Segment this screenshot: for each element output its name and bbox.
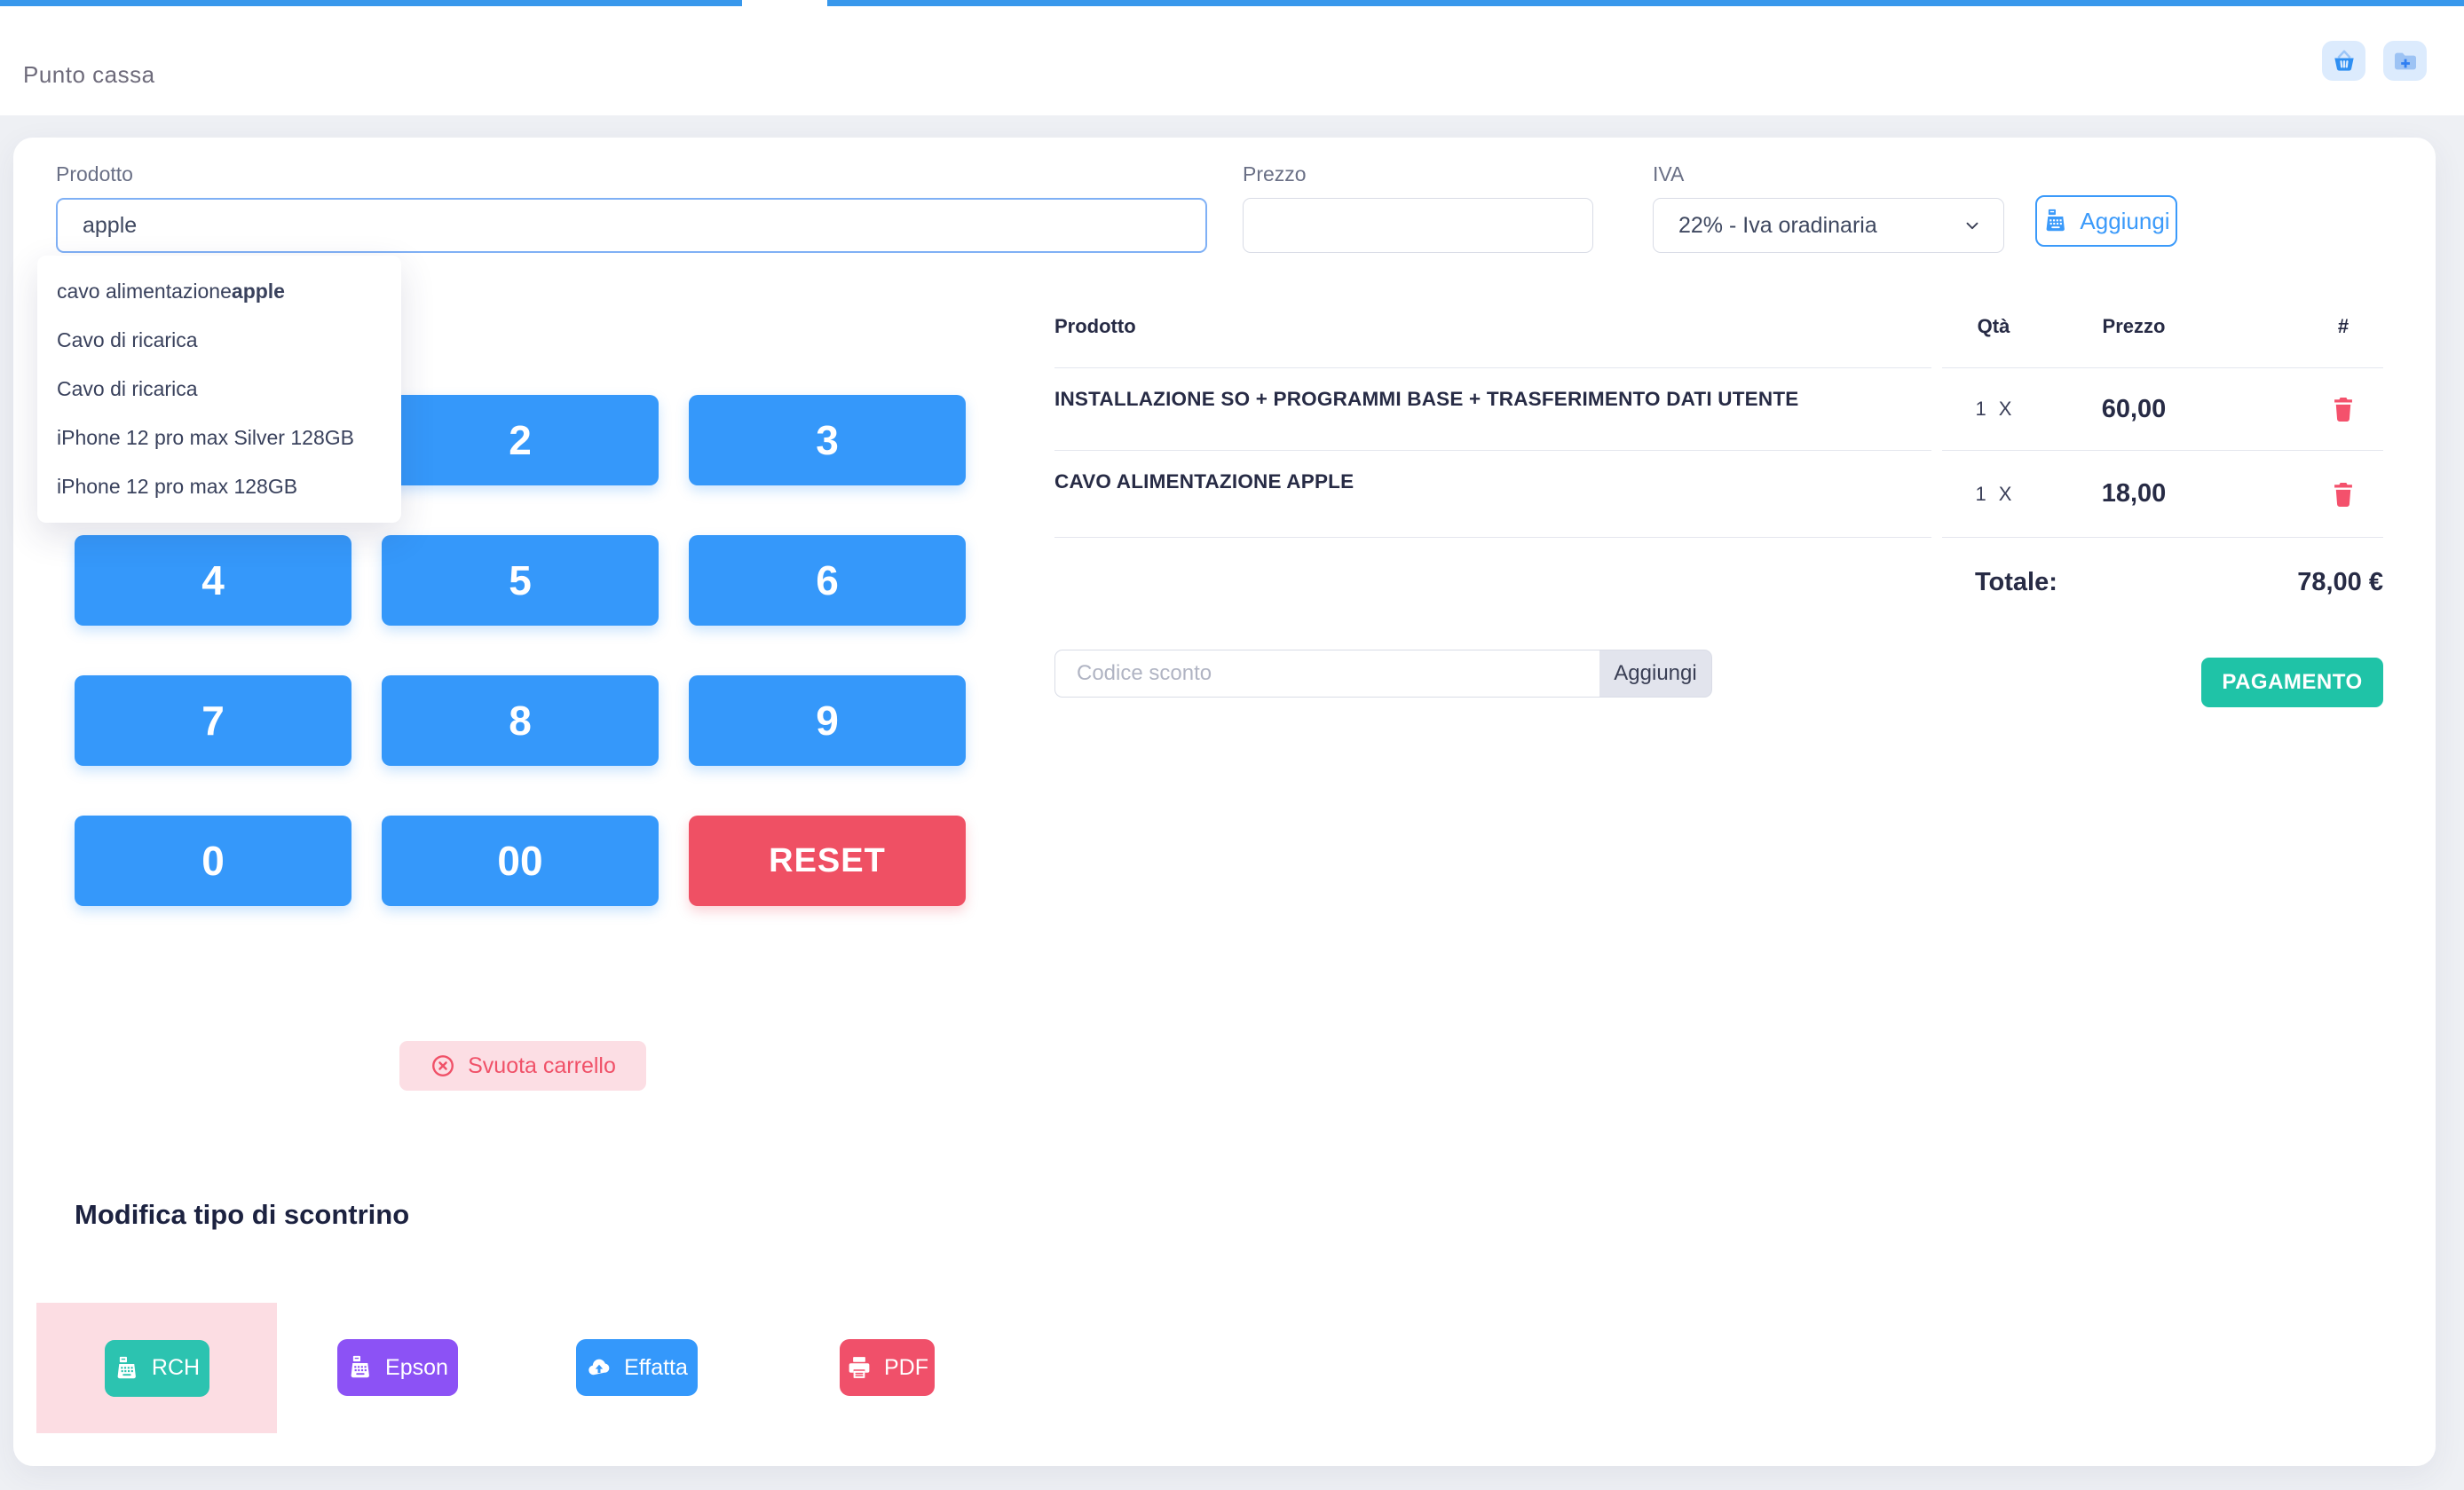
cart-header-price: Prezzo <box>2102 315 2166 337</box>
folder-plus-icon <box>2391 47 2420 75</box>
basket-icon <box>2330 47 2358 75</box>
vat-label: IVA <box>1653 162 1685 185</box>
suggestion-text: Cavo di ricarica <box>57 328 198 351</box>
suggestion-item[interactable]: iPhone 12 pro max 128GB <box>37 462 401 511</box>
total-value: 78,00 € <box>2297 567 2383 596</box>
main-card: Prodotto Prezzo IVA 22% - Iva oradinaria <box>13 138 2436 1466</box>
discount-group: Aggiungi <box>1054 650 1712 707</box>
numpad-key-3[interactable]: 3 <box>689 395 966 485</box>
numpad-key-8[interactable]: 8 <box>382 675 659 766</box>
delete-item-button[interactable] <box>2328 394 2358 424</box>
suggestion-text: cavo alimentazione <box>57 280 232 303</box>
numpad-key-9[interactable]: 9 <box>689 675 966 766</box>
numpad-key-2[interactable]: 2 <box>382 395 659 485</box>
cart-panel: Prodotto Qtà Prezzo # INSTALLAZIONE SO +… <box>1054 315 2383 707</box>
cart-row: CAVO ALIMENTAZIONE APPLE 1 X 18,00 <box>1054 451 2383 538</box>
printer-icon <box>846 1354 873 1381</box>
cart-header-actions: # <box>2337 315 2349 337</box>
empty-cart-button[interactable]: Svuota carrello <box>399 1041 646 1091</box>
cart-table-header: Prodotto Qtà Prezzo # <box>1054 315 2383 368</box>
suggestion-item[interactable]: iPhone 12 pro max Silver 128GB <box>37 414 401 462</box>
product-field: Prodotto <box>56 162 1207 253</box>
cloud-upload-icon <box>586 1354 612 1381</box>
trash-icon <box>2328 394 2358 424</box>
cart-header-product: Prodotto <box>1054 315 1136 337</box>
delete-item-button[interactable] <box>2328 479 2358 509</box>
add-product-button[interactable]: Aggiungi <box>2035 195 2177 247</box>
printer-option-label: Effatta <box>624 1354 688 1380</box>
cash-register-icon <box>2042 208 2069 234</box>
numpad-key-6[interactable]: 6 <box>689 535 966 626</box>
numpad-key-4[interactable]: 4 <box>75 535 351 626</box>
page-title: Punto cassa <box>23 61 155 88</box>
price-label: Prezzo <box>1243 162 1307 185</box>
cart-item-price: 60,00 <box>2101 394 2167 423</box>
cart-total-row: Totale: 78,00 € <box>1054 538 2383 627</box>
numpad-key-5[interactable]: 5 <box>382 535 659 626</box>
product-input[interactable] <box>56 198 1207 253</box>
cart-header-qty: Qtà <box>1977 315 2010 337</box>
cart-item-qty: 1 <box>1975 482 1986 505</box>
printer-option-effatta[interactable]: Effatta <box>576 1339 698 1396</box>
receipt-section-title: Modifica tipo di scontrino <box>75 1199 410 1230</box>
page-background: Prodotto Prezzo IVA 22% - Iva oradinaria <box>0 115 2464 1490</box>
vat-selected-value: 22% - Iva oradinaria <box>1678 212 1877 238</box>
chevron-down-icon <box>1963 216 1982 235</box>
suggestion-item[interactable]: Cavo di ricarica <box>37 316 401 365</box>
app-header: Punto cassa <box>0 6 2464 115</box>
numpad-key-0[interactable]: 0 <box>75 816 351 906</box>
total-label: Totale: <box>1975 567 2057 596</box>
cart-row: INSTALLAZIONE SO + PROGRAMMI BASE + TRAS… <box>1054 368 2383 451</box>
printer-option-pdf[interactable]: PDF <box>840 1339 935 1396</box>
top-accent-bar-gap <box>742 0 827 6</box>
suggestion-text: Cavo di ricarica <box>57 377 198 400</box>
top-accent-bar <box>0 0 2464 6</box>
cart-item-price: 18,00 <box>2101 479 2167 508</box>
add-product-button-label: Aggiungi <box>2080 207 2170 234</box>
cash-register-icon <box>347 1354 374 1381</box>
payment-button[interactable]: PAGAMENTO <box>2201 658 2383 707</box>
printer-option-rch[interactable]: RCH <box>104 1339 209 1397</box>
suggestion-item[interactable]: cavo alimentazione apple <box>37 267 401 316</box>
suggestion-item[interactable]: Cavo di ricarica <box>37 365 401 414</box>
cart-item-name: CAVO ALIMENTAZIONE APPLE <box>1054 470 1354 493</box>
vat-select[interactable]: 22% - Iva oradinaria <box>1653 198 2004 253</box>
suggestion-text: iPhone 12 pro max 128GB <box>57 475 298 498</box>
discount-code-input[interactable] <box>1054 650 1599 698</box>
printer-option-label: PDF <box>884 1354 928 1380</box>
price-input[interactable] <box>1243 198 1593 253</box>
selected-printer-highlight: RCH <box>36 1303 277 1433</box>
trash-icon <box>2328 479 2358 509</box>
cart-item-times: X <box>1998 398 2012 420</box>
cash-register-icon <box>114 1355 140 1382</box>
printer-option-label: RCH <box>151 1355 201 1380</box>
printer-option-label: Epson <box>385 1354 448 1380</box>
numpad-key-7[interactable]: 7 <box>75 675 351 766</box>
discount-row: Aggiungi PAGAMENTO <box>1054 650 2383 707</box>
new-folder-button[interactable] <box>2383 41 2427 81</box>
printer-option-epson[interactable]: Epson <box>337 1339 458 1396</box>
apply-discount-button[interactable]: Aggiungi <box>1599 650 1712 698</box>
vat-field: IVA 22% - Iva oradinaria <box>1653 162 2004 253</box>
basket-button[interactable] <box>2322 41 2365 81</box>
suggestion-match: apple <box>231 280 285 303</box>
cart-item-times: X <box>1998 482 2012 505</box>
price-field: Prezzo <box>1243 162 1593 253</box>
numpad-reset-button[interactable]: RESET <box>689 816 966 906</box>
header-actions <box>2322 41 2427 81</box>
suggestion-text: iPhone 12 pro max Silver 128GB <box>57 426 354 449</box>
empty-cart-button-label: Svuota carrello <box>468 1052 616 1078</box>
cart-item-qty: 1 <box>1975 398 1986 420</box>
circle-x-icon <box>430 1052 456 1079</box>
cart-item-name: INSTALLAZIONE SO + PROGRAMMI BASE + TRAS… <box>1054 388 1799 410</box>
product-label: Prodotto <box>56 162 133 185</box>
product-suggestions-dropdown: cavo alimentazione apple Cavo di ricaric… <box>37 256 401 523</box>
numpad-key-00[interactable]: 00 <box>382 816 659 906</box>
